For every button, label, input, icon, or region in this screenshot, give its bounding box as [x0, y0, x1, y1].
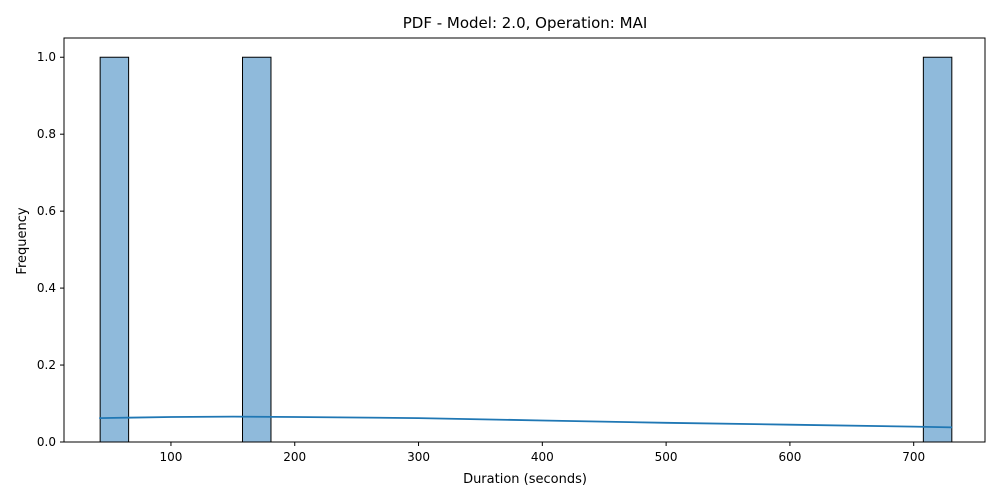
x-tick-label: 300: [407, 450, 430, 464]
histogram-bar-0: [99, 56, 130, 443]
x-tick-label: 100: [160, 450, 183, 464]
x-axis-label: Duration (seconds): [463, 472, 587, 487]
y-tick-label: 0.6: [37, 204, 56, 218]
y-tick-label: 0.2: [37, 358, 56, 372]
axes-frame: [63, 37, 986, 443]
x-tick-label: 200: [283, 450, 306, 464]
y-tick-label: 1.0: [37, 50, 56, 64]
x-tick-label: 400: [531, 450, 554, 464]
x-tick-label: 500: [655, 450, 678, 464]
y-tick-label: 0.0: [37, 435, 56, 449]
plot-area: [99, 56, 953, 443]
y-axis-label: Frequency: [15, 207, 30, 274]
x-tick-label: 600: [778, 450, 801, 464]
axes: 100 200 300 400 500 600 700 0.0 0.2 0.4 0.6 0.8 1.0: [37, 37, 986, 464]
histogram-bar-2: [922, 56, 953, 443]
x-tick-label: 700: [902, 450, 925, 464]
y-tick-label: 0.4: [37, 281, 56, 295]
histogram-bar-1: [242, 56, 272, 443]
chart-title: PDF - Model: 2.0, Operation: MAI: [403, 14, 648, 32]
kde-curve: [99, 415, 953, 429]
y-tick-label: 0.8: [37, 127, 56, 141]
